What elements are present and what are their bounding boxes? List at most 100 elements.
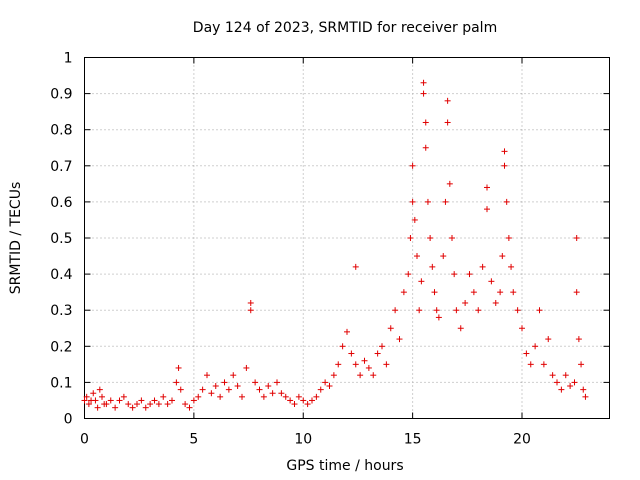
data-point (269, 390, 276, 397)
data-point (217, 393, 224, 400)
data-point (409, 162, 416, 169)
data-point (247, 299, 254, 306)
data-point (260, 393, 267, 400)
data-point (497, 289, 504, 296)
data-point (554, 379, 560, 386)
data-point (466, 271, 473, 278)
data-point (85, 401, 92, 408)
data-point (420, 90, 427, 97)
data-point (335, 361, 342, 368)
data-point (247, 307, 254, 314)
data-point (442, 198, 449, 205)
data-point (536, 307, 543, 314)
data-point (462, 299, 469, 306)
data-point (409, 198, 416, 205)
data-point (573, 235, 580, 241)
data-point (407, 235, 414, 241)
data-point (383, 361, 390, 368)
data-point (370, 372, 377, 379)
data-point (505, 235, 512, 241)
data-point (457, 325, 464, 332)
data-point (352, 361, 359, 368)
data-point (451, 271, 458, 278)
data-point (282, 393, 289, 400)
data-point (99, 393, 105, 400)
data-point (177, 386, 184, 393)
data-point (199, 386, 206, 393)
y-tick-label: 0.9 (50, 87, 72, 103)
data-point (449, 235, 455, 241)
data-point (435, 314, 442, 321)
data-point (155, 401, 162, 408)
data-point (492, 299, 499, 306)
data-point (190, 397, 197, 404)
data-point (234, 383, 241, 390)
data-point (433, 307, 440, 314)
data-point (175, 364, 182, 371)
data-point (418, 278, 425, 285)
data-point (81, 397, 88, 404)
data-point (582, 393, 589, 400)
data-point (508, 263, 515, 270)
axis-ticks (84, 57, 610, 419)
y-tick-label: 1 (64, 51, 73, 67)
data-point (169, 397, 175, 404)
data-point (112, 404, 119, 411)
data-point (422, 144, 429, 151)
data-point (400, 289, 407, 296)
data-point (116, 397, 123, 404)
data-point (326, 383, 333, 390)
data-point (348, 350, 355, 357)
data-point (313, 393, 320, 400)
x-tick-label: 10 (294, 432, 312, 448)
data-point (558, 386, 565, 393)
data-point (392, 307, 399, 314)
data-point (309, 397, 315, 404)
data-point (374, 350, 381, 357)
data-point (90, 390, 97, 397)
data-point (252, 379, 259, 386)
data-point (317, 386, 324, 393)
data-point (274, 379, 280, 386)
data-point (420, 79, 427, 86)
data-point (83, 393, 90, 400)
data-point (295, 393, 302, 400)
data-point (444, 97, 451, 104)
data-point (416, 307, 423, 314)
data-point (405, 271, 412, 278)
data-point (429, 263, 436, 270)
y-tick-label: 0.5 (50, 231, 72, 247)
data-point (453, 307, 460, 314)
data-point (365, 364, 372, 371)
chart-title: Day 124 of 2023, SRMTID for receiver pal… (193, 20, 497, 36)
data-point (94, 404, 101, 411)
data-point (444, 119, 451, 126)
data-point (204, 372, 210, 379)
data-point (411, 216, 418, 223)
data-point (440, 253, 447, 260)
y-tick-label: 0.4 (50, 267, 72, 283)
data-point (291, 401, 298, 408)
y-tick-label: 0.6 (50, 195, 72, 211)
data-point (545, 336, 552, 343)
y-tick-label: 0.1 (50, 375, 72, 391)
data-point (120, 393, 127, 400)
data-point (571, 379, 578, 386)
scatter-marks (81, 79, 589, 411)
data-point (361, 357, 368, 364)
data-point (567, 383, 574, 390)
data-point (129, 404, 136, 411)
data-point (446, 180, 453, 187)
data-point (344, 328, 350, 335)
data-point (138, 397, 145, 404)
y-tick-label: 0.8 (50, 123, 72, 139)
y-tick-labels: 0 0.1 0.2 0.3 0.4 0.5 0.6 0.7 0.8 0.9 1 (50, 51, 72, 428)
data-point (479, 263, 486, 270)
data-point (523, 350, 530, 357)
data-point (501, 148, 508, 155)
data-point (573, 289, 580, 296)
data-point (304, 401, 311, 408)
data-point (164, 401, 171, 408)
data-point (424, 198, 431, 205)
x-tick-label: 20 (513, 432, 531, 448)
